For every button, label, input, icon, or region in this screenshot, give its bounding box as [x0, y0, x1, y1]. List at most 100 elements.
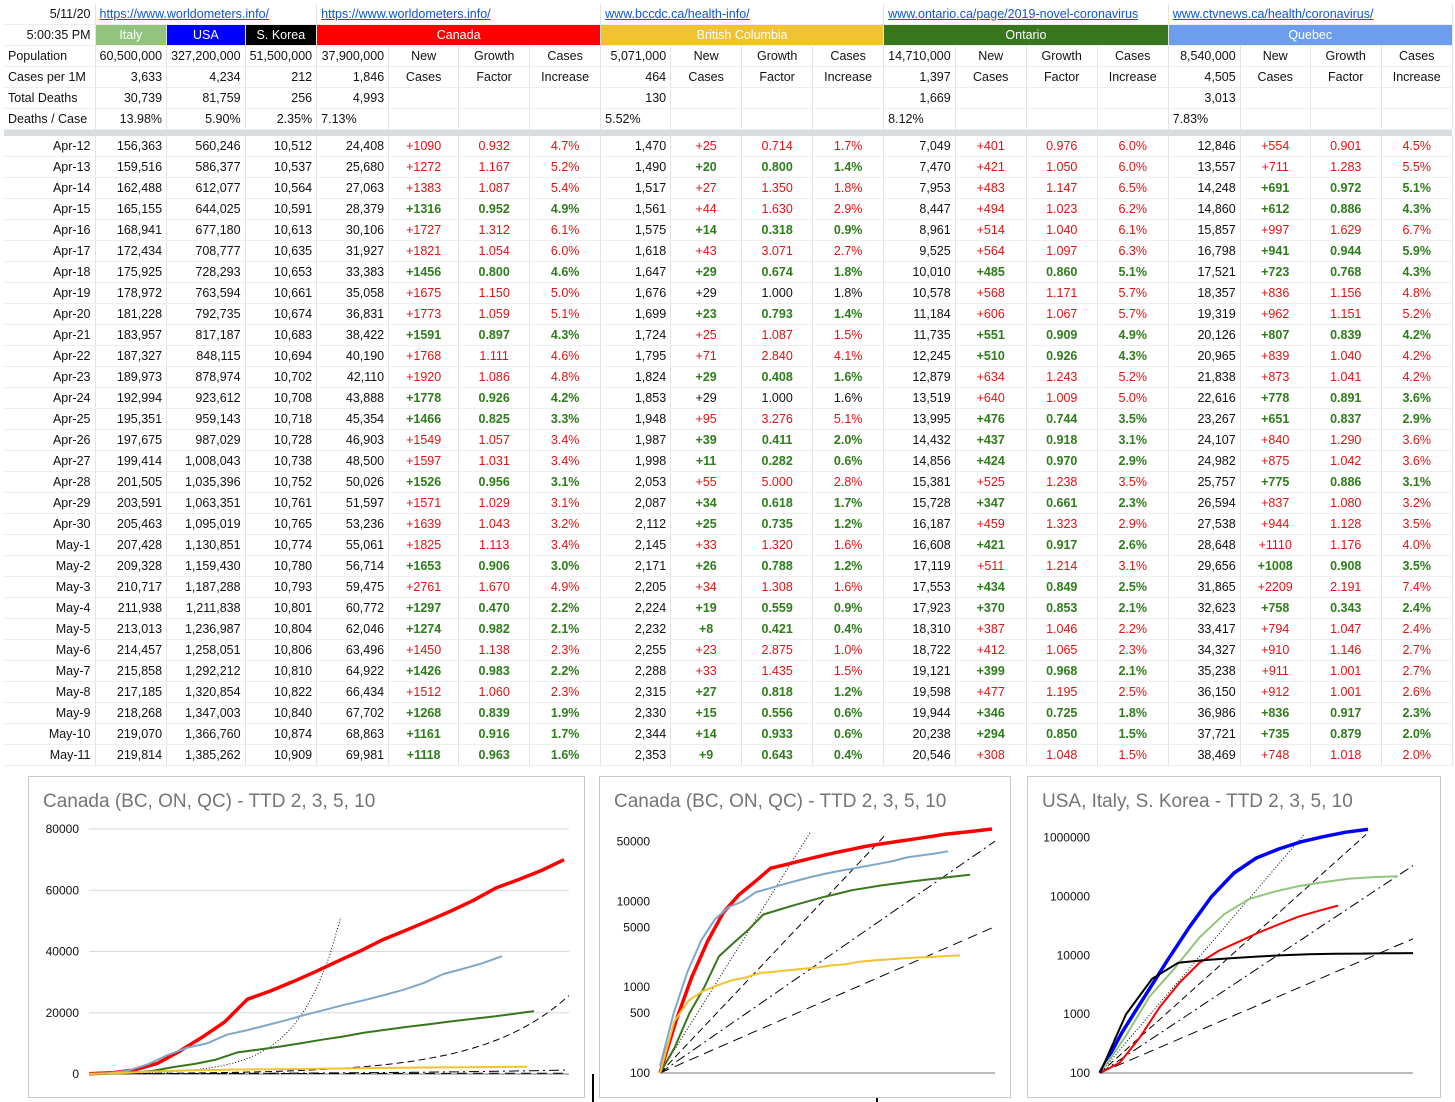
- data-cell[interactable]: 168,941: [95, 219, 168, 241]
- data-cell[interactable]: 0.6%: [812, 723, 885, 745]
- data-cell[interactable]: 2,315: [600, 681, 672, 703]
- summary-cell[interactable]: Growth: [1310, 45, 1382, 67]
- data-cell[interactable]: 0.818: [741, 681, 814, 703]
- data-cell[interactable]: 0.839: [1310, 324, 1382, 346]
- data-cell[interactable]: 209,328: [95, 555, 168, 577]
- date-label[interactable]: May-10: [4, 723, 96, 745]
- data-cell[interactable]: 7,953: [883, 177, 956, 199]
- data-cell[interactable]: +370: [955, 597, 1027, 619]
- data-cell[interactable]: 64,922: [316, 660, 390, 682]
- data-cell[interactable]: 1.029: [458, 492, 531, 514]
- data-cell[interactable]: 3.1%: [1381, 471, 1453, 493]
- data-cell[interactable]: 38,469: [1167, 744, 1241, 766]
- summary-cell[interactable]: 3,013: [1167, 87, 1241, 109]
- data-cell[interactable]: 1.048: [1026, 744, 1098, 766]
- data-cell[interactable]: 1,258,051: [166, 639, 246, 661]
- summary-cell[interactable]: 7.83%: [1167, 108, 1241, 130]
- data-cell[interactable]: +437: [955, 429, 1027, 451]
- data-cell[interactable]: 1.350: [741, 177, 814, 199]
- data-cell[interactable]: 5.4%: [529, 177, 602, 199]
- summary-cell[interactable]: 5.52%: [600, 108, 672, 130]
- data-cell[interactable]: 195,351: [95, 408, 168, 430]
- data-cell[interactable]: 1.087: [458, 177, 531, 199]
- data-cell[interactable]: 677,180: [166, 219, 246, 241]
- data-cell[interactable]: 4.6%: [529, 261, 602, 283]
- summary-cell[interactable]: Growth: [458, 45, 531, 67]
- data-cell[interactable]: +634: [955, 366, 1027, 388]
- data-cell[interactable]: 0.735: [741, 513, 814, 535]
- data-cell[interactable]: 201,505: [95, 471, 168, 493]
- data-cell[interactable]: 5.7%: [1097, 303, 1169, 325]
- data-cell[interactable]: 1,130,851: [166, 534, 246, 556]
- data-cell[interactable]: 0.933: [741, 723, 814, 745]
- data-cell[interactable]: 1.040: [1026, 219, 1098, 241]
- data-cell[interactable]: 1.080: [1310, 492, 1382, 514]
- summary-cell[interactable]: [1381, 87, 1453, 109]
- korea-header[interactable]: S. Korea: [245, 24, 318, 46]
- data-cell[interactable]: 4.2%: [1381, 366, 1453, 388]
- data-cell[interactable]: 817,187: [166, 324, 246, 346]
- data-cell[interactable]: 4.3%: [1097, 345, 1169, 367]
- data-cell[interactable]: +494: [955, 198, 1027, 220]
- date-label[interactable]: Apr-26: [4, 429, 96, 451]
- date-label[interactable]: May-5: [4, 618, 96, 640]
- data-cell[interactable]: 207,428: [95, 534, 168, 556]
- data-cell[interactable]: 1,824: [600, 366, 672, 388]
- data-cell[interactable]: 6.0%: [529, 240, 602, 262]
- data-cell[interactable]: 763,594: [166, 282, 246, 304]
- data-cell[interactable]: +19: [670, 597, 743, 619]
- summary-cell[interactable]: 8.12%: [883, 108, 956, 130]
- data-cell[interactable]: 187,327: [95, 345, 168, 367]
- time-cell[interactable]: 5:00:35 PM: [4, 24, 96, 46]
- data-cell[interactable]: 1,292,212: [166, 660, 246, 682]
- data-cell[interactable]: 10,840: [245, 702, 318, 724]
- data-cell[interactable]: 1.151: [1310, 303, 1382, 325]
- data-cell[interactable]: 1.001: [1310, 660, 1382, 682]
- usa-header[interactable]: USA: [166, 24, 246, 46]
- data-cell[interactable]: 2.875: [741, 639, 814, 661]
- data-cell[interactable]: 612,077: [166, 177, 246, 199]
- date-label[interactable]: May-3: [4, 576, 96, 598]
- data-cell[interactable]: 68,863: [316, 723, 390, 745]
- data-cell[interactable]: 42,110: [316, 366, 390, 388]
- data-cell[interactable]: 0.968: [1026, 660, 1098, 682]
- data-cell[interactable]: 0.470: [458, 597, 531, 619]
- summary-cell[interactable]: 5.90%: [166, 108, 246, 130]
- summary-label[interactable]: Cases per 1M: [4, 66, 96, 88]
- data-cell[interactable]: 3.4%: [529, 534, 602, 556]
- data-cell[interactable]: 10,804: [245, 618, 318, 640]
- data-cell[interactable]: 56,714: [316, 555, 390, 577]
- summary-cell[interactable]: 4,505: [1167, 66, 1241, 88]
- data-cell[interactable]: 1.060: [458, 681, 531, 703]
- data-cell[interactable]: +43: [670, 240, 743, 262]
- date-label[interactable]: Apr-27: [4, 450, 96, 472]
- data-cell[interactable]: +29: [670, 261, 743, 283]
- summary-cell[interactable]: [458, 87, 531, 109]
- data-cell[interactable]: 219,814: [95, 744, 168, 766]
- data-cell[interactable]: 19,121: [883, 660, 956, 682]
- date-label[interactable]: Apr-14: [4, 177, 96, 199]
- data-cell[interactable]: 5.7%: [1097, 282, 1169, 304]
- data-cell[interactable]: 0.952: [458, 198, 531, 220]
- data-cell[interactable]: 15,728: [883, 492, 956, 514]
- data-cell[interactable]: 1.5%: [1097, 744, 1169, 766]
- data-cell[interactable]: +27: [670, 177, 743, 199]
- data-cell[interactable]: 4.3%: [529, 324, 602, 346]
- date-label[interactable]: Apr-15: [4, 198, 96, 220]
- data-cell[interactable]: 10,702: [245, 366, 318, 388]
- data-cell[interactable]: 0.879: [1310, 723, 1382, 745]
- summary-cell[interactable]: 7.13%: [316, 108, 390, 130]
- data-cell[interactable]: 156,363: [95, 135, 168, 157]
- data-cell[interactable]: 1,676: [600, 282, 672, 304]
- data-cell[interactable]: 2.9%: [812, 198, 885, 220]
- data-cell[interactable]: +1297: [388, 597, 460, 619]
- data-cell[interactable]: 2,353: [600, 744, 672, 766]
- data-cell[interactable]: 0.318: [741, 219, 814, 241]
- date-label[interactable]: May-4: [4, 597, 96, 619]
- link-ctvnews[interactable]: www.ctvnews.ca/health/coronavirus/: [1167, 4, 1453, 25]
- data-cell[interactable]: 0.9%: [812, 219, 885, 241]
- summary-cell[interactable]: [955, 87, 1027, 109]
- data-cell[interactable]: 10,761: [245, 492, 318, 514]
- data-cell[interactable]: 1.150: [458, 282, 531, 304]
- summary-cell[interactable]: 212: [245, 66, 318, 88]
